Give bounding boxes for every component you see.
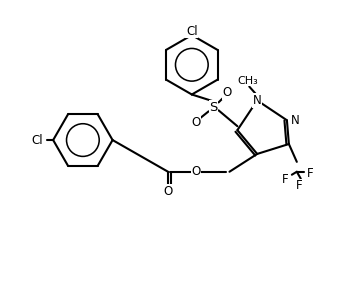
Text: F: F <box>295 179 302 192</box>
Text: O: O <box>191 165 200 178</box>
Text: Cl: Cl <box>31 133 43 147</box>
Text: N: N <box>253 94 262 107</box>
Text: Cl: Cl <box>186 25 198 38</box>
Text: O: O <box>223 86 232 99</box>
Text: O: O <box>191 116 200 129</box>
Text: F: F <box>282 173 288 186</box>
Text: O: O <box>163 185 173 198</box>
Text: S: S <box>209 101 218 114</box>
Text: F: F <box>307 167 314 180</box>
Text: N: N <box>291 114 300 127</box>
Text: CH₃: CH₃ <box>237 76 258 86</box>
